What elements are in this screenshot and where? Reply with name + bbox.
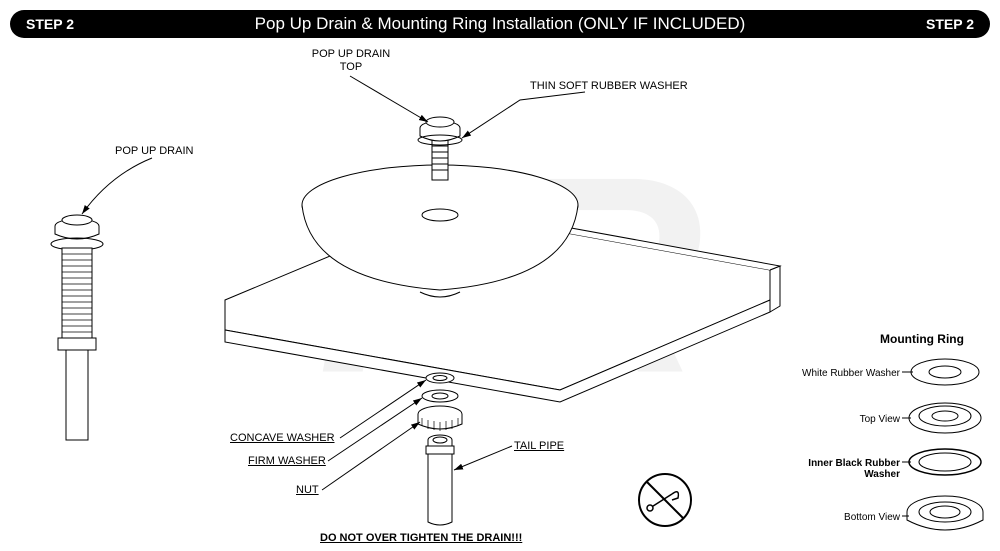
exploded-under-icon: [418, 373, 462, 525]
side-drain-icon: [51, 215, 103, 440]
installation-diagram: [0, 0, 1000, 551]
no-wrench-icon: [639, 474, 691, 526]
mounting-ring-stack-icon: [907, 359, 983, 530]
